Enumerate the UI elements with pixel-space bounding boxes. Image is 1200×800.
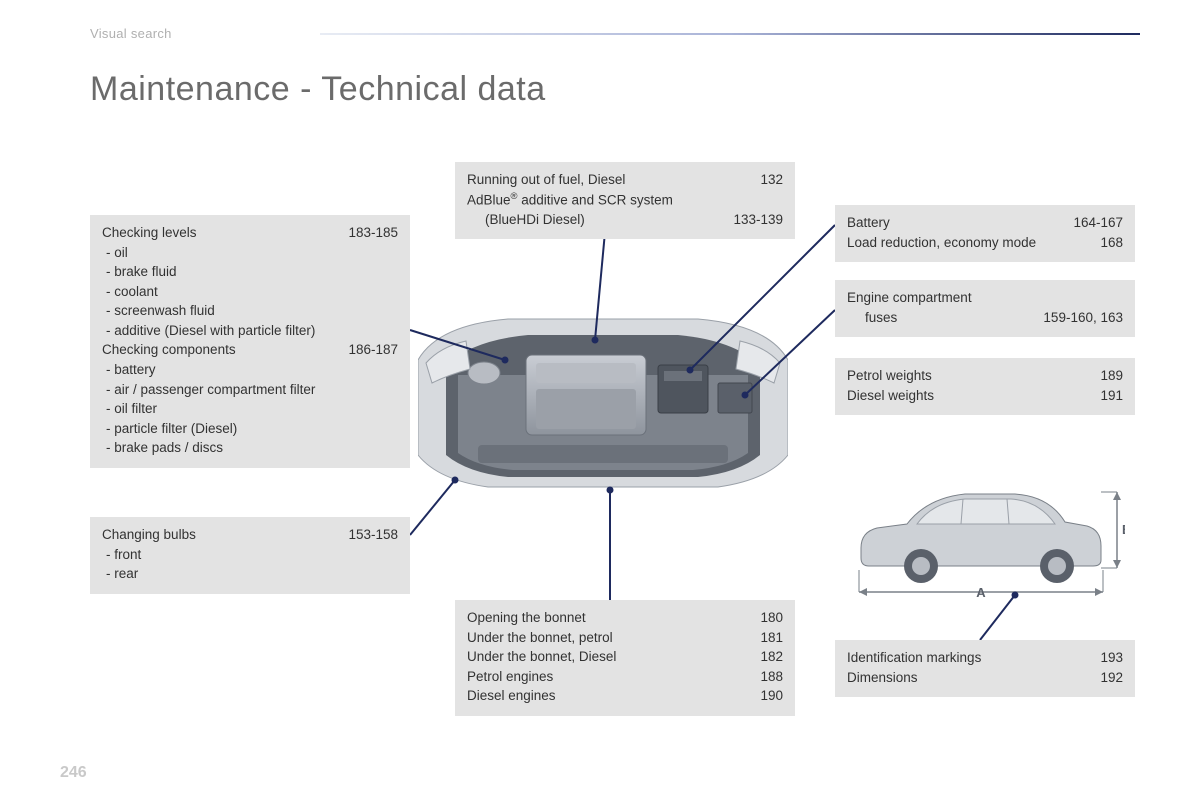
entry-label: Petrol engines	[467, 667, 760, 687]
entry-label: Identification markings	[847, 648, 1100, 668]
entry-label: Diesel engines	[467, 686, 760, 706]
entry-label: Running out of fuel, Diesel	[467, 170, 760, 190]
entry-pages: 133-139	[733, 210, 783, 230]
entry-pages: 192	[1100, 668, 1123, 688]
dimension-b-label: B	[1122, 522, 1125, 537]
entry-sub-item: coolant	[106, 282, 398, 302]
entry-sub-item: front	[106, 545, 398, 565]
car-side-illustration: A B	[855, 470, 1125, 600]
page-title: Maintenance - Technical data	[90, 70, 546, 109]
entry-label: Checking levels	[102, 223, 348, 243]
entry-label: Load reduction, economy mode	[847, 233, 1100, 253]
section-label: Visual search	[90, 26, 172, 41]
entry-pages: 153-158	[348, 525, 398, 545]
entry-sub-item: battery	[106, 360, 398, 380]
entry-pages: 182	[760, 647, 783, 667]
info-box-ident: Identification markings193Dimensions192	[835, 640, 1135, 697]
entry-pages: 181	[760, 628, 783, 648]
header-rule	[320, 33, 1140, 35]
entry-label: Under the bonnet, petrol	[467, 628, 760, 648]
entry-label: Under the bonnet, Diesel	[467, 647, 760, 667]
entry-sub-item: screenwash fluid	[106, 301, 398, 321]
entry-label: Checking components	[102, 340, 348, 360]
info-box-battery: Battery164-167Load reduction, economy mo…	[835, 205, 1135, 262]
entry-label: Changing bulbs	[102, 525, 348, 545]
entry-pages: 183-185	[348, 223, 398, 243]
entry-sub-item: additive (Diesel with particle filter)	[106, 321, 398, 341]
info-box-bonnet: Opening the bonnet180Under the bonnet, p…	[455, 600, 795, 716]
entry-sub-item: particle filter (Diesel)	[106, 419, 398, 439]
entry-pages: 168	[1100, 233, 1123, 253]
entry-pages: 132	[760, 170, 783, 190]
info-box-weights: Petrol weights189Diesel weights191	[835, 358, 1135, 415]
engine-bay-illustration	[418, 305, 788, 495]
page-number: 246	[60, 764, 87, 782]
entry-label: Dimensions	[847, 668, 1100, 688]
entry-pages: 164-167	[1073, 213, 1123, 233]
entry-pages: 180	[760, 608, 783, 628]
entry-label: Engine compartment	[847, 288, 1123, 308]
entry-label-cont: (BlueHDi Diesel)	[485, 210, 733, 230]
info-box-checking: Checking levels183-185oilbrake fluidcool…	[90, 215, 410, 468]
info-box-bulbs: Changing bulbs153-158frontrear	[90, 517, 410, 594]
entry-label: AdBlue® additive and SCR system	[467, 190, 783, 210]
info-box-fuses: Engine compartmentfuses159-160, 163	[835, 280, 1135, 337]
entry-pages: 190	[760, 686, 783, 706]
entry-pages: 191	[1100, 386, 1123, 406]
entry-pages: 193	[1100, 648, 1123, 668]
entry-sub-item: brake pads / discs	[106, 438, 398, 458]
entry-pages: 186-187	[348, 340, 398, 360]
entry-label: Opening the bonnet	[467, 608, 760, 628]
entry-sub-item: oil filter	[106, 399, 398, 419]
entry-pages: 189	[1100, 366, 1123, 386]
entry-pages: 159-160, 163	[1043, 308, 1123, 328]
entry-label: Diesel weights	[847, 386, 1100, 406]
entry-label-cont: fuses	[865, 308, 1043, 328]
entry-sub-item: oil	[106, 243, 398, 263]
entry-label: Battery	[847, 213, 1073, 233]
entry-sub-item: brake fluid	[106, 262, 398, 282]
entry-sub-item: air / passenger compartment filter	[106, 380, 398, 400]
dimension-a-label: A	[976, 585, 986, 600]
entry-label: Petrol weights	[847, 366, 1100, 386]
entry-pages: 188	[760, 667, 783, 687]
info-box-fuel: Running out of fuel, Diesel132AdBlue® ad…	[455, 162, 795, 239]
entry-sub-item: rear	[106, 564, 398, 584]
